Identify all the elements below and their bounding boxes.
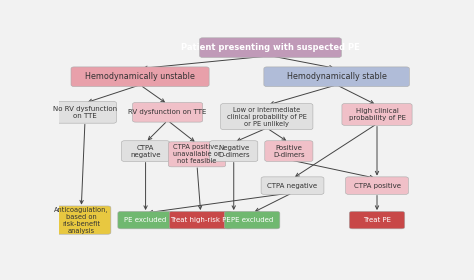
- FancyBboxPatch shape: [133, 102, 203, 122]
- FancyBboxPatch shape: [52, 206, 111, 234]
- Text: Patient presenting with suspected PE: Patient presenting with suspected PE: [181, 43, 360, 52]
- Text: CTPA positive: CTPA positive: [354, 183, 401, 189]
- FancyBboxPatch shape: [200, 38, 341, 57]
- FancyBboxPatch shape: [168, 142, 226, 167]
- Text: Negative
D-dimers: Negative D-dimers: [218, 144, 249, 158]
- Text: CTPA negative: CTPA negative: [267, 183, 318, 189]
- FancyBboxPatch shape: [71, 67, 209, 87]
- Text: CTPA positive,
unavailable or
not feasible: CTPA positive, unavailable or not feasib…: [173, 144, 221, 164]
- Text: Low or intermediate
clinical probability of PE
or PE unlikely: Low or intermediate clinical probability…: [227, 107, 307, 127]
- FancyBboxPatch shape: [221, 104, 313, 130]
- Text: No RV dysfunction
on TTE: No RV dysfunction on TTE: [53, 106, 117, 119]
- Text: Anticoagulation,
based on
risk-benefit
analysis: Anticoagulation, based on risk-benefit a…: [54, 207, 109, 234]
- FancyBboxPatch shape: [346, 177, 409, 194]
- Text: Hemodynamically unstable: Hemodynamically unstable: [85, 72, 195, 81]
- Text: PE excluded: PE excluded: [231, 217, 273, 223]
- FancyBboxPatch shape: [224, 211, 280, 229]
- FancyBboxPatch shape: [210, 141, 258, 162]
- FancyBboxPatch shape: [121, 141, 170, 162]
- Text: High clinical
probability of PE: High clinical probability of PE: [348, 108, 406, 121]
- Text: Hemodynamically stable: Hemodynamically stable: [287, 72, 386, 81]
- FancyBboxPatch shape: [261, 177, 324, 194]
- FancyBboxPatch shape: [342, 104, 412, 125]
- Text: Treat PE: Treat PE: [363, 217, 391, 223]
- Text: Treat high-risk PE: Treat high-risk PE: [170, 217, 231, 223]
- FancyBboxPatch shape: [265, 141, 313, 162]
- FancyBboxPatch shape: [169, 211, 232, 229]
- Text: PE excluded: PE excluded: [125, 217, 167, 223]
- FancyBboxPatch shape: [54, 101, 117, 123]
- FancyBboxPatch shape: [118, 211, 173, 229]
- Text: RV dysfunction on TTE: RV dysfunction on TTE: [128, 109, 207, 115]
- Text: Positive
D-dimers: Positive D-dimers: [273, 144, 305, 158]
- FancyBboxPatch shape: [349, 211, 405, 229]
- Text: CTPA
negative: CTPA negative: [130, 144, 161, 158]
- FancyBboxPatch shape: [264, 67, 410, 87]
